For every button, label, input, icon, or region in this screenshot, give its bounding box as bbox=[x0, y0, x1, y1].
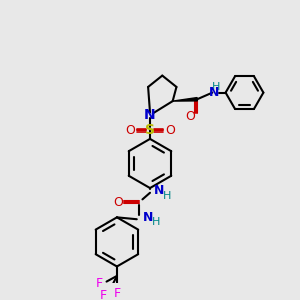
Text: N: N bbox=[144, 108, 156, 122]
Text: H: H bbox=[212, 82, 220, 92]
Text: F: F bbox=[100, 289, 107, 300]
Text: O: O bbox=[165, 124, 175, 137]
Text: S: S bbox=[145, 123, 155, 137]
Polygon shape bbox=[173, 98, 197, 101]
Text: N: N bbox=[154, 184, 165, 197]
Text: H: H bbox=[163, 190, 171, 201]
Text: H: H bbox=[152, 217, 160, 227]
Text: N: N bbox=[143, 211, 153, 224]
Text: N: N bbox=[209, 86, 219, 99]
Text: O: O bbox=[186, 110, 196, 123]
Text: F: F bbox=[95, 277, 103, 290]
Text: F: F bbox=[113, 287, 121, 300]
Text: O: O bbox=[113, 196, 123, 209]
Text: O: O bbox=[125, 124, 135, 137]
